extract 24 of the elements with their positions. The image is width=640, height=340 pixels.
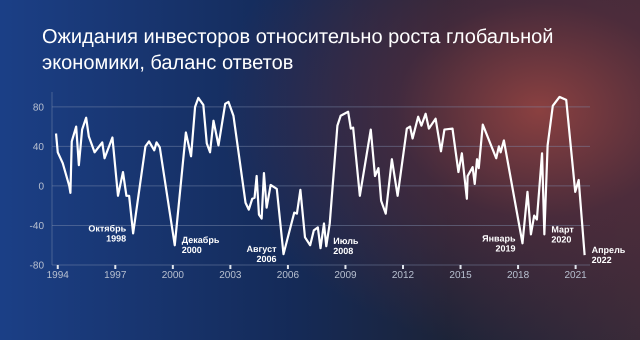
line-series	[54, 96, 586, 256]
annotation: Октябрь 1998	[88, 223, 127, 244]
annotation: Январь 2019	[482, 233, 516, 254]
x-tick-label: 2018	[506, 270, 530, 282]
y-tick-label: -40	[30, 221, 44, 232]
y-tick-label: -80	[30, 260, 44, 272]
x-tick-label: 2012	[392, 270, 415, 282]
x-tick-label: 2009	[334, 270, 358, 282]
y-tick-label: 80	[32, 102, 44, 114]
x-tick-label: 1997	[104, 270, 127, 282]
x-tick-label: 2006	[276, 270, 300, 282]
annotation: Апрель 2022	[592, 245, 626, 266]
y-tick-label: 40	[32, 142, 44, 153]
x-tick-label: 1994	[46, 270, 70, 282]
annotation: Июль 2008	[333, 236, 359, 256]
y-tick-label: 0	[38, 181, 44, 192]
annotation: Август 2006	[246, 244, 278, 264]
chart-title: Ожидания инвесторов относительно роста глобальной экономики, баланс ответов	[42, 25, 554, 76]
x-tick-label: 2015	[449, 270, 472, 282]
x-tick-label: 2000	[162, 270, 184, 282]
annotation: Март 2020	[551, 224, 574, 244]
x-tick-label: 2003	[219, 270, 242, 282]
annotation: Декабрь 2000	[182, 235, 220, 256]
x-tick-label: 2021	[564, 270, 588, 282]
